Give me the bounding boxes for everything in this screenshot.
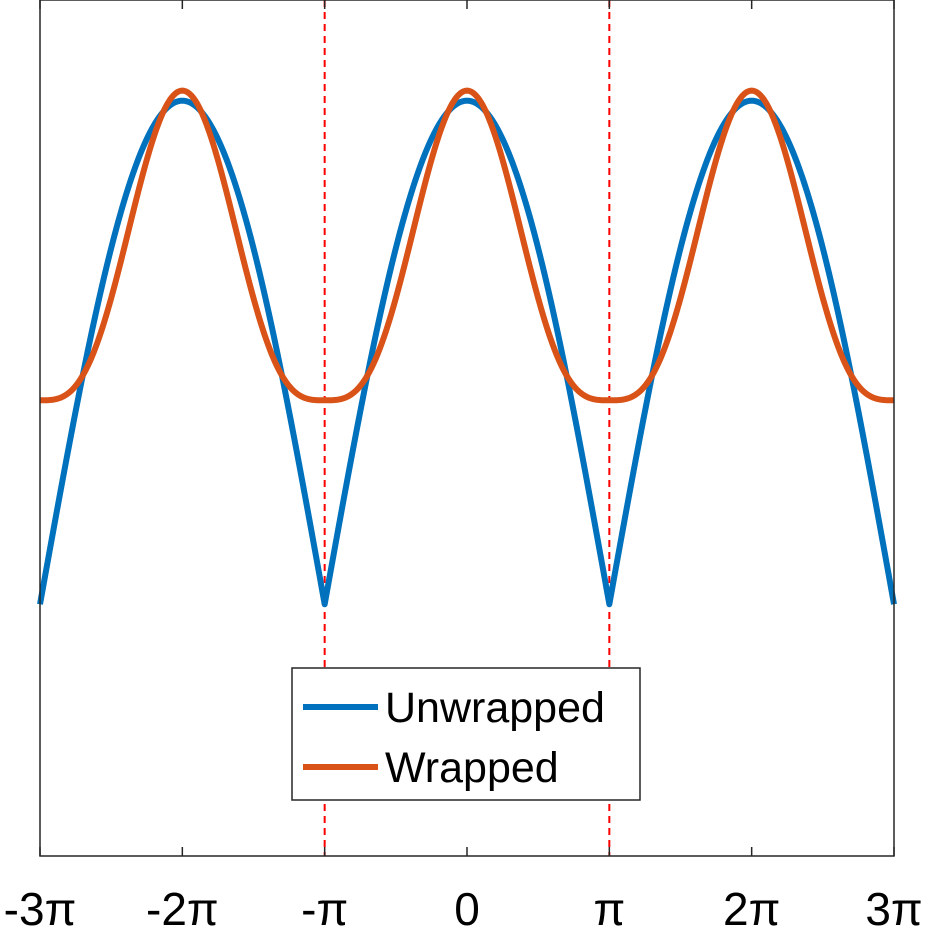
x-tick-label: π: [593, 883, 625, 930]
series-lines: [37, 87, 897, 608]
legend-label-wrapped: Wrapped: [385, 744, 559, 792]
legend-label-unwrapped: Unwrapped: [385, 684, 605, 732]
x-ticks: [39, 0, 895, 856]
series-line-unwrapped: [37, 97, 897, 608]
legend-box: [291, 667, 641, 801]
x-tick-label: 3π: [865, 883, 922, 930]
x-tick-label: -3π: [4, 883, 77, 930]
series-line-wrapped: [38, 87, 896, 404]
x-tick-label: 2π: [723, 883, 780, 930]
x-tick-label: -2π: [146, 883, 219, 930]
x-tick-label: 0: [454, 883, 480, 930]
x-tick-label: -π: [301, 883, 348, 930]
x-tick-labels: -3π -2π -π 0 π 2π 3π: [4, 883, 923, 930]
legend: Unwrapped Wrapped: [291, 667, 641, 801]
